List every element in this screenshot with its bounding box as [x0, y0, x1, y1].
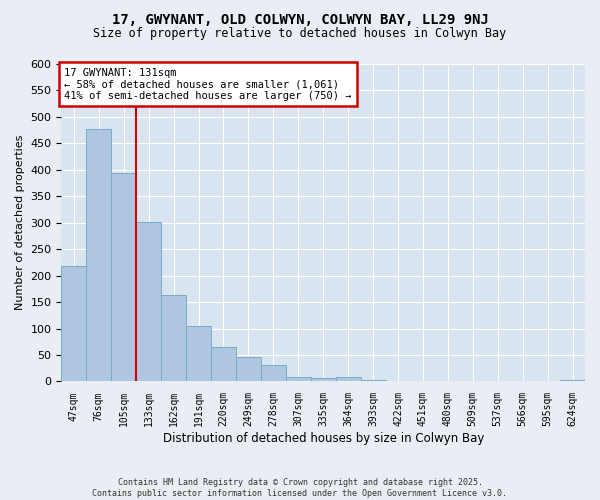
Bar — [311, 378, 335, 382]
Text: 17, GWYNANT, OLD COLWYN, COLWYN BAY, LL29 9NJ: 17, GWYNANT, OLD COLWYN, COLWYN BAY, LL2… — [112, 12, 488, 26]
Text: Size of property relative to detached houses in Colwyn Bay: Size of property relative to detached ho… — [94, 28, 506, 40]
Bar — [361, 380, 386, 382]
Text: 17 GWYNANT: 131sqm
← 58% of detached houses are smaller (1,061)
41% of semi-deta: 17 GWYNANT: 131sqm ← 58% of detached hou… — [64, 68, 352, 101]
Bar — [261, 365, 286, 382]
Bar — [335, 376, 361, 382]
Bar — [61, 266, 86, 382]
Bar — [161, 295, 186, 382]
Bar — [111, 173, 136, 382]
Bar — [460, 381, 485, 382]
Bar — [86, 128, 111, 382]
Text: Contains HM Land Registry data © Crown copyright and database right 2025.
Contai: Contains HM Land Registry data © Crown c… — [92, 478, 508, 498]
Bar — [236, 356, 261, 382]
Bar — [211, 347, 236, 382]
Bar — [186, 326, 211, 382]
Y-axis label: Number of detached properties: Number of detached properties — [15, 135, 25, 310]
Bar — [286, 376, 311, 382]
Bar — [560, 380, 585, 382]
Bar — [386, 381, 410, 382]
X-axis label: Distribution of detached houses by size in Colwyn Bay: Distribution of detached houses by size … — [163, 432, 484, 445]
Bar — [136, 222, 161, 382]
